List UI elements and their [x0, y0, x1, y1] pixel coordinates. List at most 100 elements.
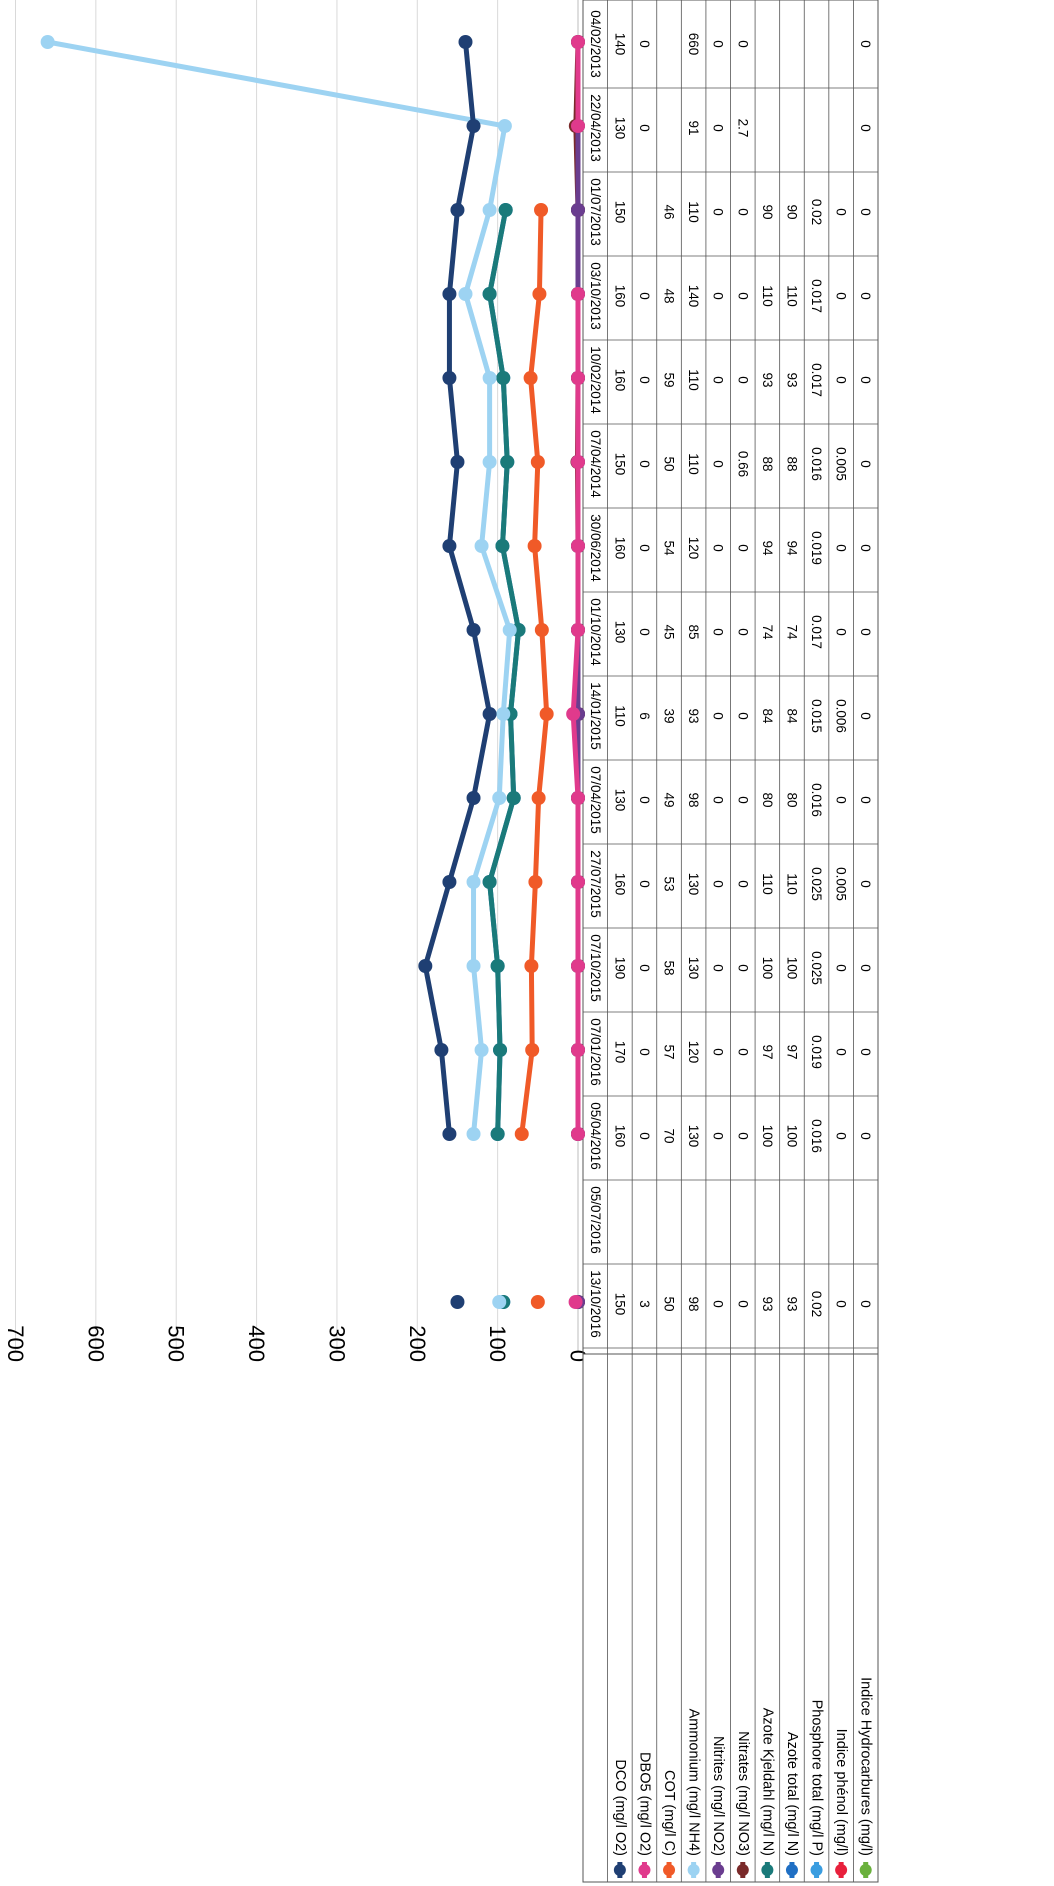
data-point — [442, 287, 457, 301]
table-cell: 0 — [637, 40, 652, 48]
data-point — [482, 875, 497, 889]
legend-label: Azote Kjeldahl (mg/l N) — [759, 1708, 775, 1856]
table-cell: 0 — [637, 124, 652, 132]
table-cell: 88 — [784, 456, 799, 471]
legend-marker — [785, 1864, 798, 1876]
table-cell: 0 — [637, 880, 652, 888]
category-label: 01/07/2013 — [588, 178, 603, 246]
data-point — [418, 959, 433, 973]
category-label: 01/10/2014 — [588, 598, 603, 666]
data-point — [506, 791, 521, 805]
table-cell: 0 — [834, 1300, 849, 1308]
table-cell: 160 — [612, 285, 627, 308]
table-cell: 0 — [711, 628, 726, 636]
table-cell: 80 — [784, 792, 799, 807]
y-tick-label: 300 — [324, 1325, 349, 1362]
table-cell: 0 — [735, 796, 750, 804]
legend-label: Nitrites (mg/l NO2) — [710, 1736, 726, 1856]
table-cell: 0 — [858, 460, 873, 468]
category-label: 07/10/2015 — [588, 934, 603, 1002]
table-cell: 0 — [637, 964, 652, 972]
table-cell: 98 — [686, 792, 701, 807]
data-point — [528, 875, 543, 889]
table-cell: 150 — [612, 201, 627, 224]
data-point — [466, 959, 481, 973]
table-cell: 0.005 — [834, 447, 849, 481]
data-point — [458, 35, 473, 49]
series-group — [40, 35, 517, 1309]
table-cell: 2.7 — [735, 119, 750, 138]
series-group — [482, 203, 526, 1309]
data-point — [490, 959, 505, 973]
table-cell: 100 — [784, 1125, 799, 1148]
legend-marker — [712, 1864, 725, 1876]
table-cell: 54 — [662, 540, 677, 556]
data-point — [496, 707, 511, 721]
table-cell: 0 — [858, 124, 873, 132]
data-point — [498, 203, 513, 217]
table-cell: 0.016 — [809, 1119, 824, 1153]
legend: DCO (mg/l O2) DBO5 (mg/l O2) COT (mg/l C) A… — [582, 1353, 879, 1883]
legend-label: Azote total (mg/l N) — [784, 1732, 800, 1856]
series-line — [422, 41, 493, 1135]
data-point — [530, 455, 545, 469]
data-point — [434, 1043, 449, 1057]
data-point — [502, 623, 517, 637]
table-cell: 0.02 — [809, 1291, 824, 1317]
data-point — [40, 35, 55, 49]
legend-marker — [613, 1864, 626, 1876]
table-cell: 0 — [858, 208, 873, 216]
data-point — [482, 203, 497, 217]
legend-marker — [736, 1864, 749, 1876]
table-cell: 170 — [612, 1041, 627, 1064]
legend-label: Indice phénol (mg/l) — [833, 1729, 849, 1856]
table-cell: 93 — [760, 372, 775, 387]
data-point — [492, 791, 507, 805]
data-point — [450, 455, 465, 469]
table-cell: 0 — [711, 544, 726, 552]
data-point — [571, 539, 585, 553]
table-cell: 0 — [858, 1132, 873, 1140]
table-cell: 85 — [686, 624, 701, 639]
table-cell: 150 — [612, 453, 627, 476]
table-cell: 0 — [858, 796, 873, 804]
table-cell: 0 — [711, 964, 726, 972]
table-cell: 0.006 — [834, 699, 849, 733]
table-cell: 88 — [760, 456, 775, 471]
table-cell: 0 — [858, 1048, 873, 1056]
data-point — [566, 707, 581, 721]
data-point — [531, 791, 546, 805]
table-cell: 110 — [760, 873, 775, 895]
category-label: 27/07/2015 — [588, 850, 603, 918]
data-point — [534, 623, 549, 637]
table-cell: 0 — [711, 292, 726, 300]
table-cell: 94 — [784, 540, 799, 556]
table-cell: 130 — [686, 873, 701, 896]
category-label: 22/04/2013 — [588, 94, 603, 162]
table-cell: 50 — [662, 456, 677, 471]
y-tick-label: 100 — [485, 1325, 510, 1362]
legend-marker — [663, 1864, 676, 1876]
data-point — [466, 1127, 481, 1141]
table-cell: 57 — [662, 1044, 677, 1059]
legend-marker — [835, 1864, 848, 1876]
data-point — [539, 707, 554, 721]
data-point — [466, 791, 481, 805]
table-cell: 53 — [662, 876, 677, 891]
data-point — [474, 1043, 489, 1057]
data-point — [571, 791, 585, 805]
data-point — [571, 287, 585, 301]
table-cell: 93 — [784, 1296, 799, 1311]
table-cell: 110 — [784, 285, 799, 307]
data-point — [530, 1295, 545, 1309]
table-cell: 0 — [735, 1132, 750, 1140]
table-cell: 160 — [612, 369, 627, 392]
category-label: 07/04/2015 — [588, 766, 603, 834]
data-point — [482, 707, 497, 721]
table-cell: 0.025 — [809, 951, 824, 985]
table-cell: 0 — [858, 376, 873, 384]
data-point — [450, 1295, 465, 1309]
table-cell: 84 — [784, 708, 799, 724]
table-cell: 120 — [686, 537, 701, 560]
